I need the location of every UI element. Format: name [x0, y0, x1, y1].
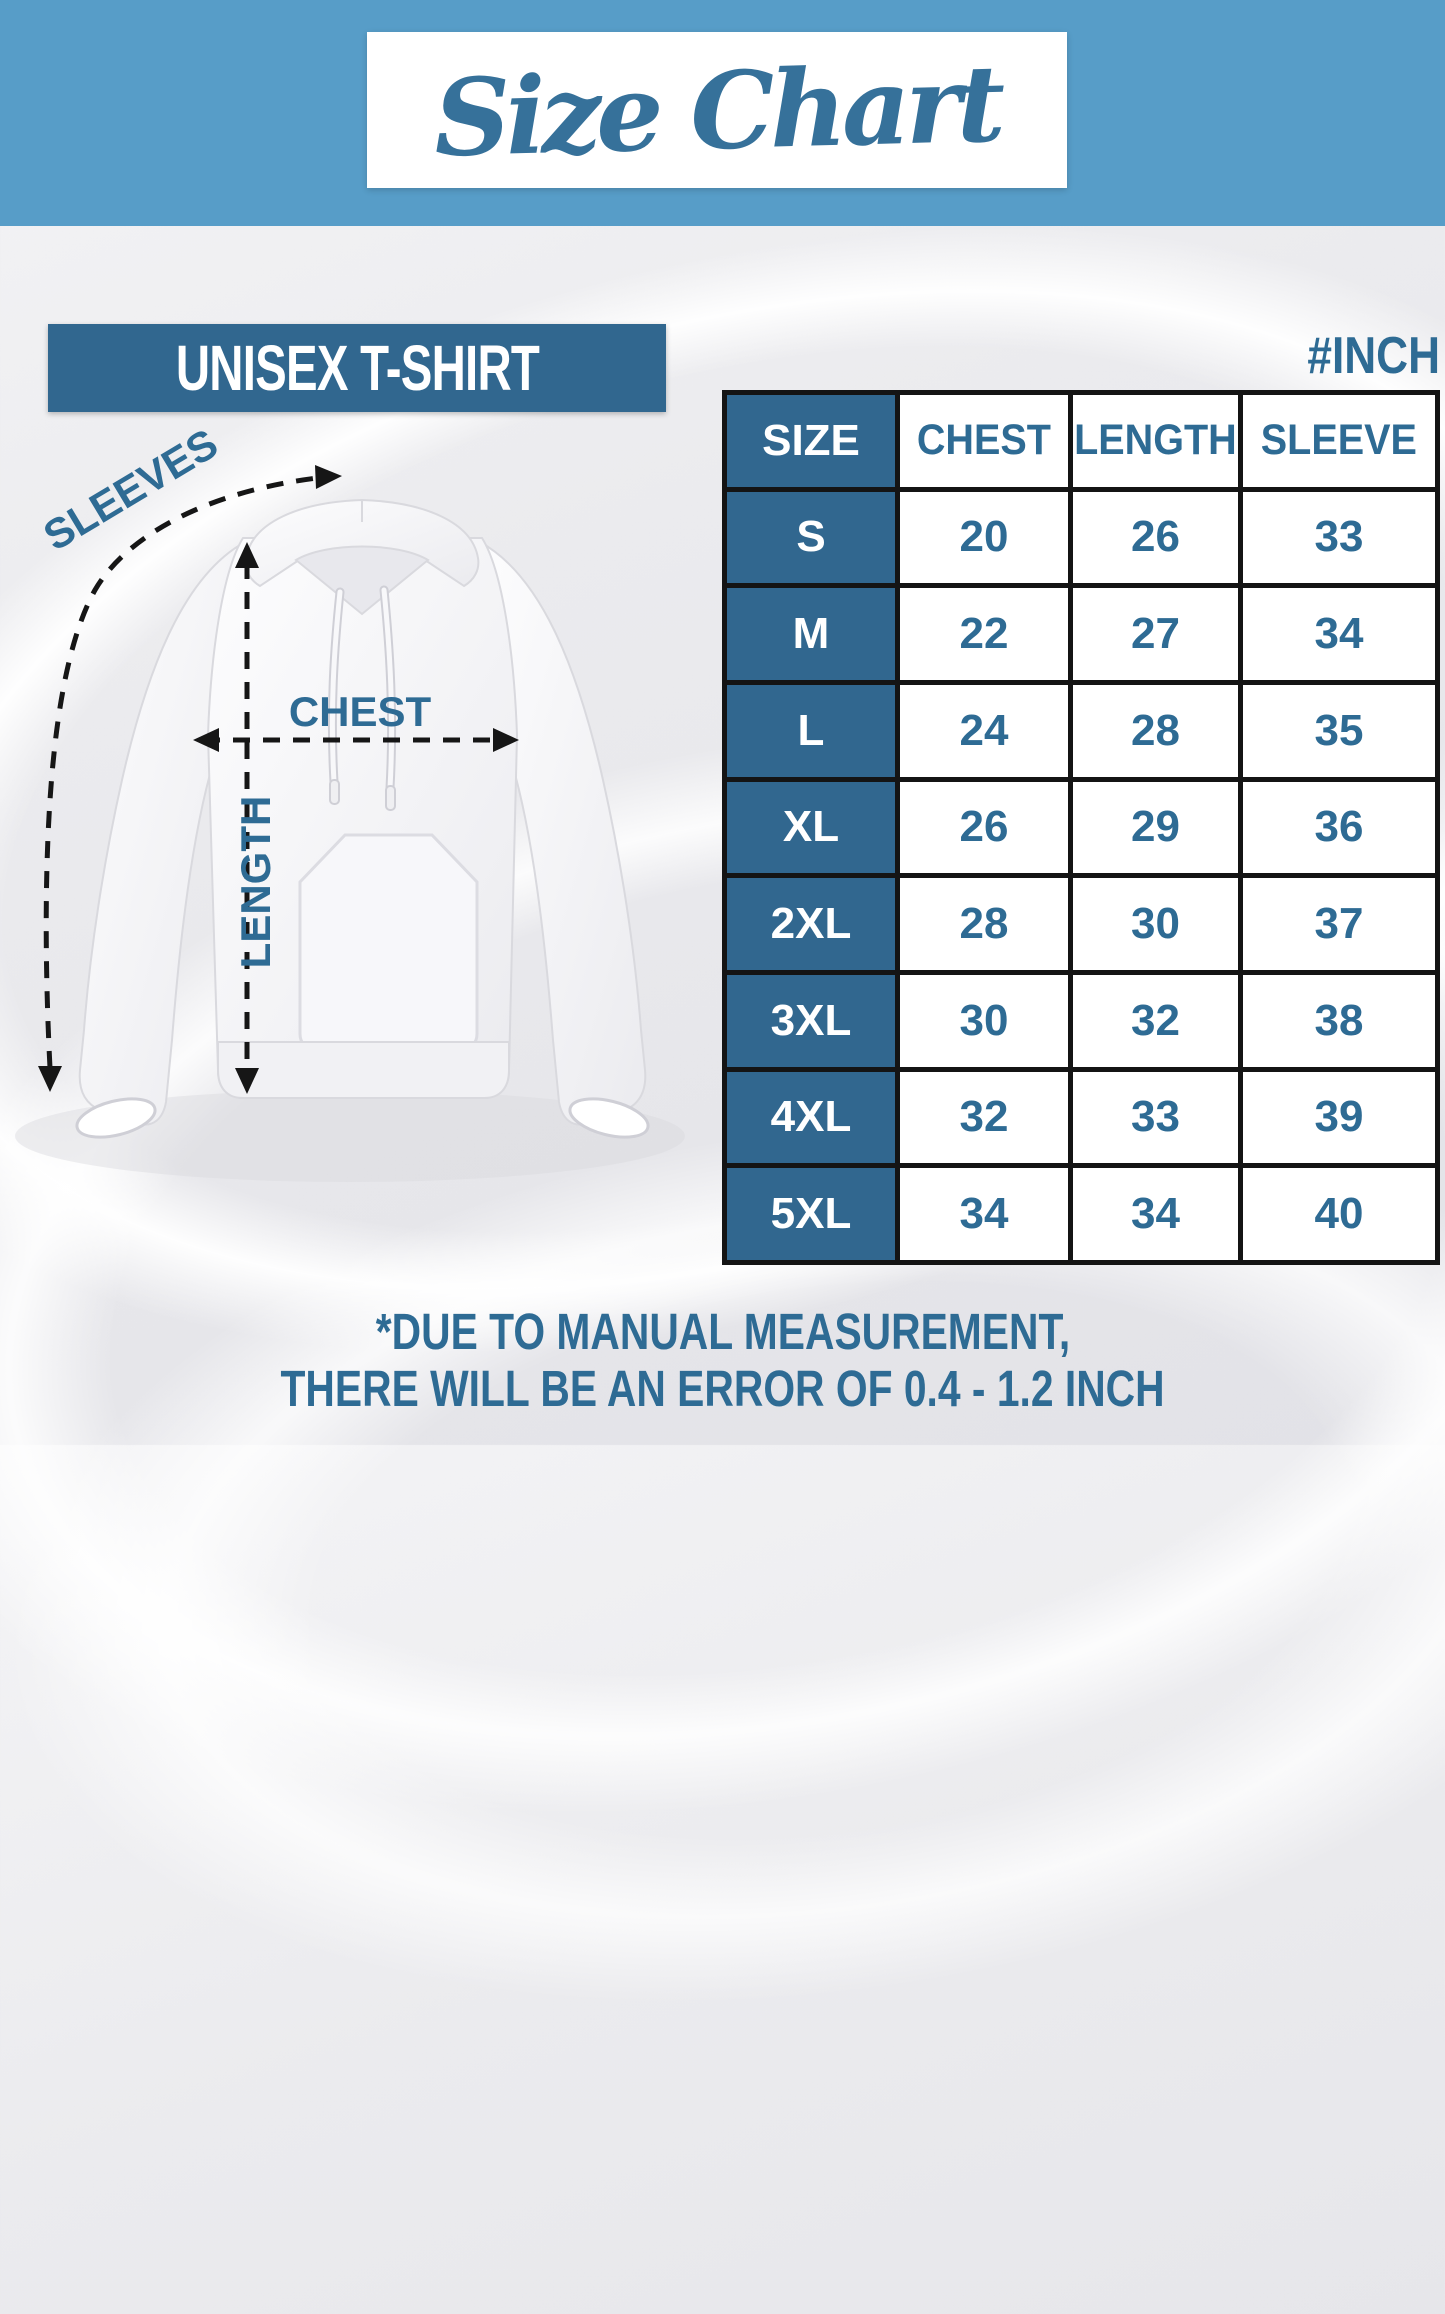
length-label: LENGTH [232, 796, 279, 969]
value-cell: 26 [900, 781, 1068, 874]
product-label-bar: UNISEX T-SHIRT [48, 324, 666, 412]
sleeves-label: SLEEVES [35, 430, 225, 560]
value-cell: 40 [1243, 1168, 1435, 1260]
value-cell: 20 [900, 491, 1068, 584]
size-table: SIZE CHEST LENGTH SLEEVE S 20 26 33 M 22… [722, 390, 1440, 1265]
size-cell: L [727, 684, 895, 777]
chest-label: CHEST [289, 688, 432, 735]
hoodie-graphic [15, 498, 685, 1182]
value-cell: 33 [1243, 491, 1435, 584]
value-cell: 38 [1243, 974, 1435, 1067]
hoodie-illustration: SLEEVES LENGTH CHEST [0, 420, 700, 1290]
value-cell: 32 [900, 1071, 1068, 1164]
value-cell: 28 [900, 878, 1068, 970]
column-header-size: SIZE [727, 395, 895, 487]
footnote-line-1: *DUE TO MANUAL MEASUREMENT, [375, 1303, 1070, 1360]
value-cell: 32 [1073, 974, 1238, 1067]
value-cell: 36 [1243, 781, 1435, 874]
size-cell: S [727, 491, 895, 584]
value-cell: 30 [1073, 878, 1238, 970]
size-cell: 3XL [727, 974, 895, 1067]
column-header-length: LENGTH [1073, 395, 1238, 487]
size-cell: XL [727, 781, 895, 874]
value-cell: 33 [1073, 1071, 1238, 1164]
value-cell: 26 [1073, 491, 1238, 584]
value-cell: 34 [1243, 588, 1435, 680]
footnote-line-2: THERE WILL BE AN ERROR OF 0.4 - 1.2 INCH [280, 1360, 1165, 1418]
title-card: Size Chart [367, 32, 1067, 188]
header-banner: Size Chart [0, 0, 1445, 226]
value-cell: 34 [1073, 1168, 1238, 1260]
value-cell: 35 [1243, 684, 1435, 777]
page-title: Size Chart [432, 40, 1002, 180]
size-cell: 5XL [727, 1168, 895, 1260]
value-cell: 24 [900, 684, 1068, 777]
unit-label: #INCH [1307, 327, 1440, 385]
value-cell: 30 [900, 974, 1068, 1067]
column-header-sleeve: SLEEVE [1243, 395, 1435, 487]
footnote: *DUE TO MANUAL MEASUREMENT, THERE WILL B… [0, 1303, 1445, 1417]
size-cell: 4XL [727, 1071, 895, 1164]
value-cell: 39 [1243, 1071, 1435, 1164]
size-cell: 2XL [727, 878, 895, 970]
value-cell: 22 [900, 588, 1068, 680]
value-cell: 27 [1073, 588, 1238, 680]
value-cell: 28 [1073, 684, 1238, 777]
value-cell: 37 [1243, 878, 1435, 970]
value-cell: 29 [1073, 781, 1238, 874]
product-label: UNISEX T-SHIRT [175, 332, 539, 404]
column-header-chest: CHEST [900, 395, 1068, 487]
size-cell: M [727, 588, 895, 680]
value-cell: 34 [900, 1168, 1068, 1260]
